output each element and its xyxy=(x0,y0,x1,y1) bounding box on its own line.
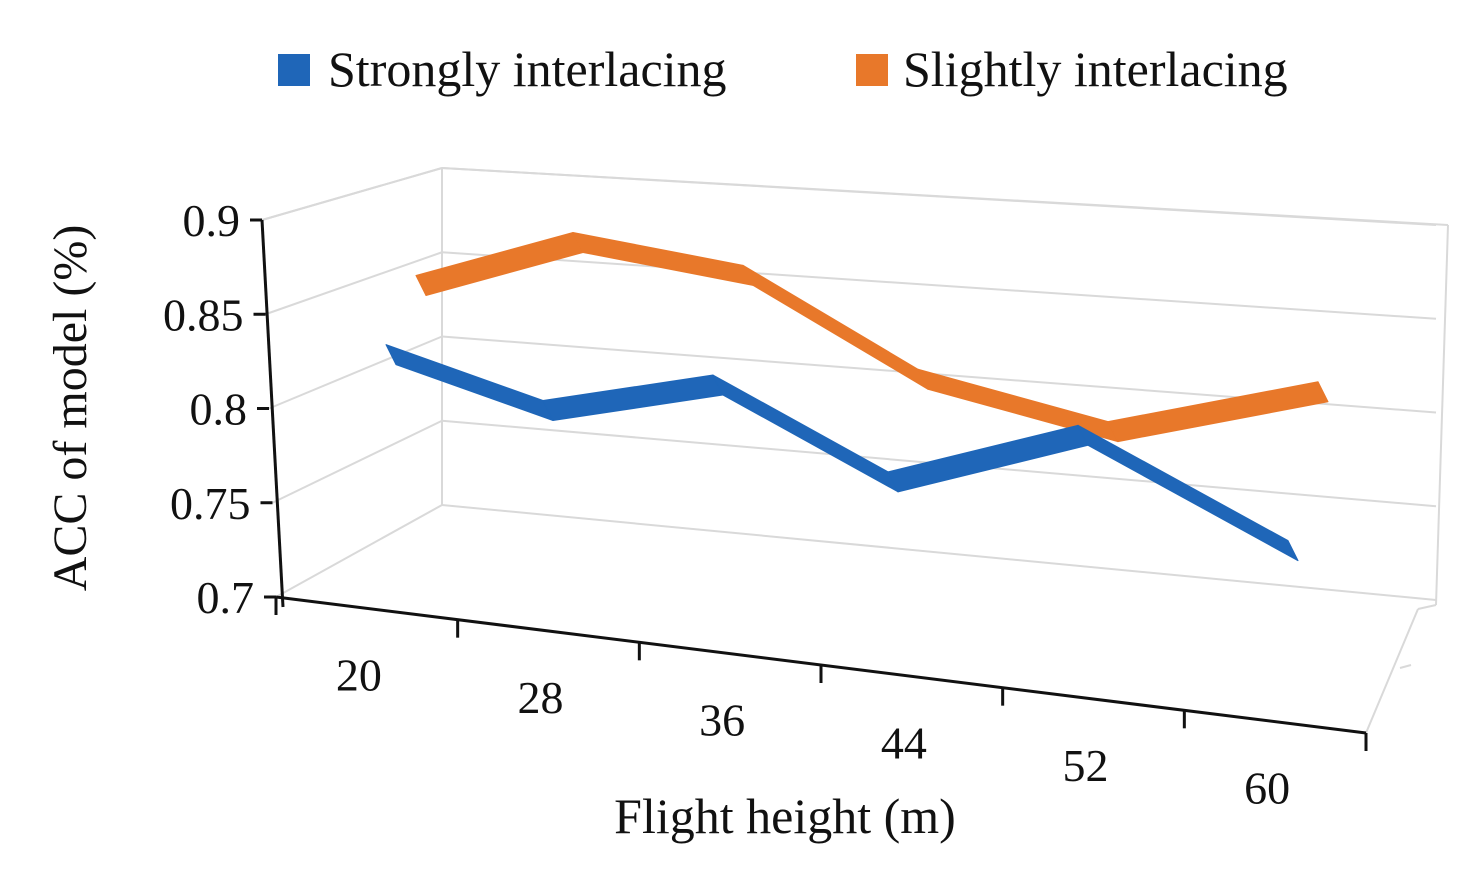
x-tick-label: 20 xyxy=(336,649,382,700)
series-layer xyxy=(385,231,1329,562)
y-tick-label: 0.85 xyxy=(163,289,244,340)
y-tick-label: 0.8 xyxy=(190,384,248,435)
gridline xyxy=(261,167,1437,226)
x-axis-title: Flight height (m) xyxy=(614,788,956,844)
line-segment xyxy=(1077,424,1299,562)
gridline xyxy=(265,251,1437,320)
x-tick-label: 44 xyxy=(881,717,927,768)
legend: Strongly interlacing Slightly interlacin… xyxy=(278,41,1288,97)
axes xyxy=(260,219,1367,735)
line-segment xyxy=(742,264,929,390)
legend-swatch-slightly xyxy=(856,54,888,86)
y-axis xyxy=(260,219,285,608)
gridline xyxy=(275,504,1437,601)
series-slightly-interlacing xyxy=(415,231,1329,443)
y-axis-title: ACC of model (%) xyxy=(44,225,97,592)
x-tick-label: 28 xyxy=(518,672,564,723)
line-segment xyxy=(572,231,754,286)
y-tick-label: 0.75 xyxy=(170,478,251,529)
legend-label-slightly: Slightly interlacing xyxy=(903,41,1288,97)
x-tick-label: 52 xyxy=(1063,740,1109,791)
y-tick-label: 0.9 xyxy=(183,195,241,246)
line-segment xyxy=(1107,381,1329,443)
legend-label-strongly: Strongly interlacing xyxy=(328,41,727,97)
y-ticks: 0.9 0.85 0.8 0.75 0.7 xyxy=(163,195,276,623)
y-tick-label: 0.7 xyxy=(197,572,255,623)
line-segment xyxy=(712,374,899,493)
line-segment xyxy=(542,374,724,421)
line-segment xyxy=(385,344,554,421)
line-segment xyxy=(887,424,1089,493)
series-strongly-interlacing xyxy=(385,344,1299,562)
x-ticks: 20 28 36 44 52 60 xyxy=(274,597,1368,814)
legend-swatch-strongly xyxy=(278,54,310,86)
x-tick-label: 60 xyxy=(1244,763,1290,814)
x-tick-label: 36 xyxy=(699,695,745,746)
